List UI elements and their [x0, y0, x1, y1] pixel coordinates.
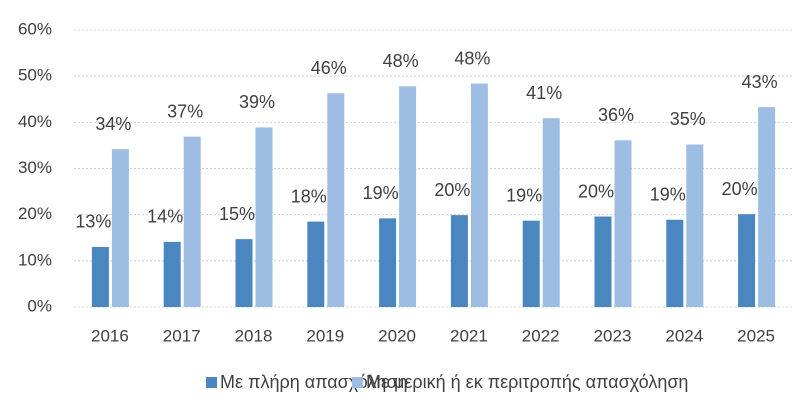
bar: [91, 246, 109, 307]
data-label: 35%: [670, 109, 706, 129]
bar: [470, 83, 488, 307]
y-tick-label: 40%: [18, 112, 52, 131]
y-tick-label: 20%: [18, 204, 52, 223]
data-label: 39%: [239, 92, 275, 112]
x-tick-label: 2017: [163, 326, 201, 345]
bar: [614, 140, 632, 307]
y-tick-label: 30%: [18, 158, 52, 177]
data-label: 43%: [742, 72, 778, 92]
bar: [522, 220, 540, 307]
data-label: 20%: [578, 181, 614, 201]
bar: [111, 149, 129, 307]
data-label: 34%: [95, 114, 131, 134]
bar: [183, 136, 201, 307]
bar: [235, 239, 253, 307]
x-tick-label: 2018: [235, 326, 273, 345]
legend-swatch: [206, 377, 217, 388]
x-tick-label: 2020: [378, 326, 416, 345]
y-tick-label: 0%: [27, 296, 52, 315]
bar: [163, 241, 181, 307]
data-label: 19%: [506, 185, 542, 205]
legend-label: Με μερική ή εκ περιτροπής απασχόληση: [366, 372, 688, 392]
x-tick-label: 2016: [91, 326, 129, 345]
data-label: 37%: [167, 101, 203, 121]
x-tick-label: 2022: [522, 326, 560, 345]
data-label: 14%: [147, 207, 183, 227]
data-label: 19%: [650, 184, 686, 204]
x-tick-label: 2025: [737, 326, 775, 345]
data-label: 48%: [454, 48, 490, 68]
x-tick-label: 2021: [450, 326, 488, 345]
bar: [307, 221, 325, 307]
y-tick-label: 60%: [18, 19, 52, 38]
x-tick-label: 2024: [665, 326, 703, 345]
bar: [450, 215, 468, 307]
bar: [255, 127, 273, 307]
data-label: 20%: [722, 179, 758, 199]
x-tick-label: 2023: [594, 326, 632, 345]
data-label: 19%: [363, 183, 399, 203]
bar: [686, 144, 704, 307]
bar: [379, 218, 397, 307]
data-label: 18%: [291, 186, 327, 206]
x-tick-label: 2019: [306, 326, 344, 345]
data-label: 13%: [75, 212, 111, 232]
data-label: 36%: [598, 105, 634, 125]
bar: [758, 107, 776, 308]
bar: [399, 86, 417, 307]
data-label: 20%: [434, 180, 470, 200]
bar: [738, 214, 756, 307]
data-label: 46%: [311, 58, 347, 78]
bar: [327, 93, 345, 307]
data-label: 15%: [219, 204, 255, 224]
bar: [594, 216, 612, 307]
data-label: 41%: [526, 83, 562, 103]
y-tick-label: 50%: [18, 66, 52, 85]
data-label: 48%: [383, 51, 419, 71]
legend-swatch: [352, 377, 363, 388]
y-tick-label: 10%: [18, 250, 52, 269]
bar: [542, 118, 560, 307]
bar: [666, 219, 684, 307]
